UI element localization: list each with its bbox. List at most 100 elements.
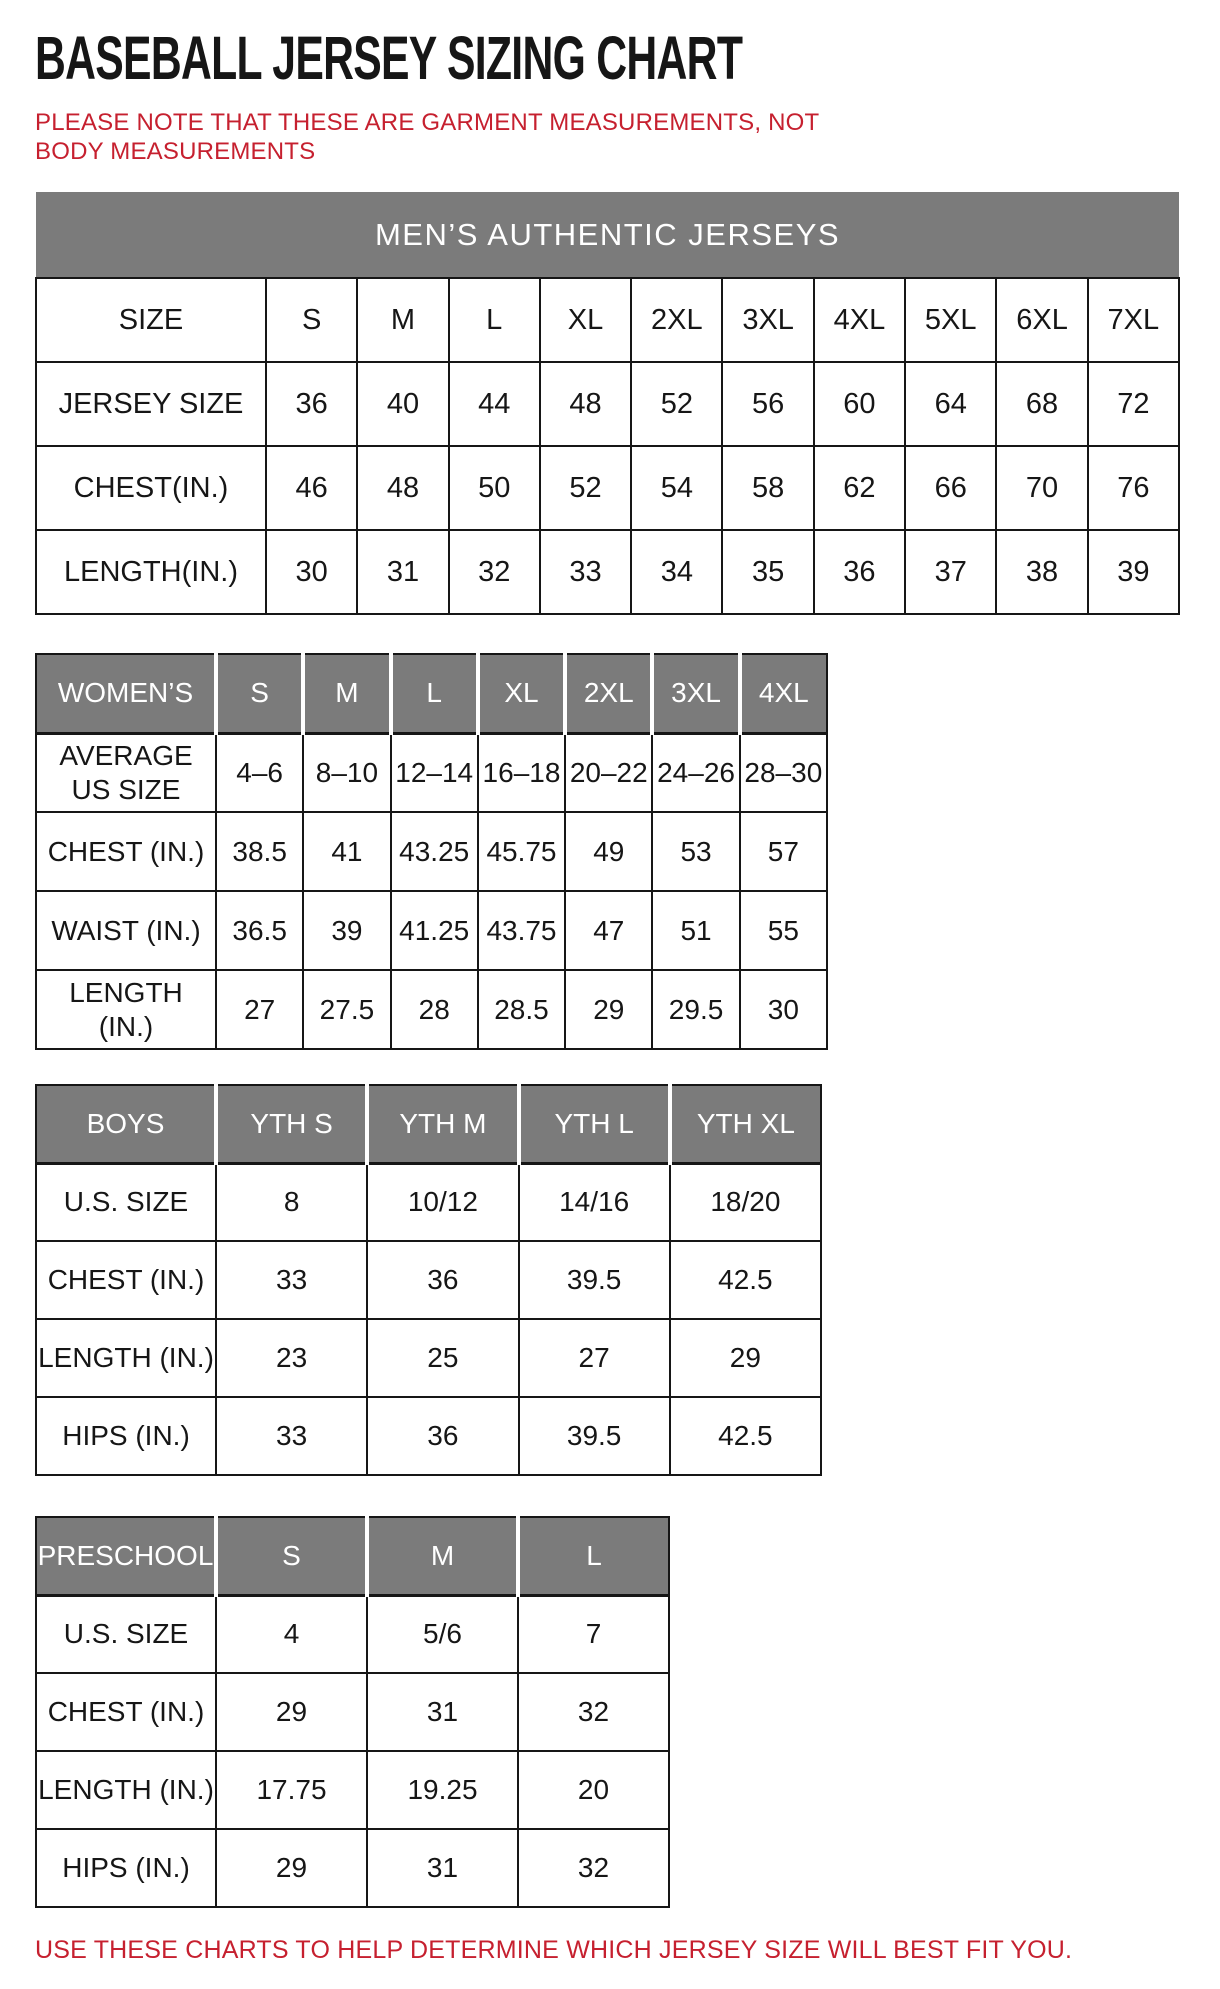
row-label: LENGTH (IN.) (35, 1750, 217, 1830)
table-cell: 60 (812, 361, 907, 447)
column-header: 2XL (563, 653, 655, 735)
column-header-row: WOMEN’S S M L XL 2XL 3XL 4XL (35, 653, 829, 735)
table-cell: 43.75 (476, 890, 567, 971)
table-cell: 42.5 (668, 1240, 823, 1320)
column-header: 4XL (737, 653, 829, 735)
table-cell: 44 (447, 361, 541, 447)
table-cell: 10/12 (366, 1162, 520, 1242)
garment-measurements-note: PLEASE NOTE THAT THESE ARE GARMENT MEASU… (35, 109, 819, 165)
column-header-row: BOYS YTH S YTH M YTH L YTH XL (35, 1084, 823, 1165)
table-row: CHEST (IN.) 38.5 41 43.25 45.75 49 53 57 (35, 811, 829, 892)
row-label: U.S. SIZE (35, 1162, 217, 1242)
table-title-cell: PRESCHOOL (35, 1516, 218, 1597)
table-cell: 42.5 (668, 1396, 823, 1476)
column-header: M (356, 277, 450, 363)
row-label: CHEST(IN.) (35, 445, 267, 531)
table-cell: 4–6 (214, 732, 305, 813)
table-row: LENGTH (IN.) 17.75 19.25 20 (35, 1750, 670, 1830)
column-header: 6XL (995, 277, 1089, 363)
page-title: BASEBALL JERSEY SIZING CHART (35, 28, 1220, 90)
row-label: LENGTH (IN.) (35, 969, 217, 1050)
row-label: WAIST (IN.) (35, 890, 217, 971)
table-cell: 66 (904, 445, 998, 531)
table-cell: 56 (721, 361, 815, 447)
table-cell: 45.75 (476, 811, 567, 892)
table-banner-row: MEN’S AUTHENTIC JERSEYS (36, 192, 1179, 278)
table-cell: 36 (812, 529, 907, 615)
table-cell: 70 (995, 445, 1089, 531)
table-cell: 36 (264, 361, 359, 447)
table-cell: 33 (214, 1396, 369, 1476)
table-cell: 41.25 (389, 890, 479, 971)
mens-sizing-table: MEN’S AUTHENTIC JERSEYS SIZE S M L XL 2XL 3XL 4X… (35, 192, 1181, 615)
row-label: CHEST (IN.) (35, 1672, 217, 1752)
table-cell: 35 (721, 529, 815, 615)
column-header-row: SIZE S M L XL 2XL 3XL 4XL 5XL 6XL 7XL (35, 277, 1181, 363)
table-cell: 57 (738, 811, 829, 892)
table-cell: 29 (564, 969, 654, 1050)
table-cell: 39 (1086, 529, 1181, 615)
table-cell: 39 (302, 890, 392, 971)
column-header: L (388, 653, 480, 735)
table-cell: 31 (366, 1672, 519, 1752)
table-cell: 33 (214, 1240, 369, 1320)
table-cell: 36 (366, 1240, 520, 1320)
row-label: JERSEY SIZE (35, 361, 267, 447)
table-title-cell: WOMEN’S (35, 653, 218, 735)
table-cell: 32 (517, 1672, 670, 1752)
table-cell: 14/16 (517, 1162, 671, 1242)
table-title-cell: SIZE (35, 277, 267, 363)
table-row: HIPS (IN.) 33 36 39.5 42.5 (35, 1396, 823, 1476)
table-cell: 36.5 (214, 890, 305, 971)
table-cell: 58 (721, 445, 815, 531)
table-cell: 49 (564, 811, 654, 892)
column-header: YTH M (365, 1084, 521, 1165)
column-header: 3XL (721, 277, 815, 363)
row-label: LENGTH (IN.) (35, 1318, 217, 1398)
row-label: CHEST (IN.) (35, 1240, 217, 1320)
column-header: M (301, 653, 393, 735)
table-cell: 20–22 (564, 732, 654, 813)
table-row: LENGTH (IN.) 27 27.5 28 28.5 29 29.5 30 (35, 969, 829, 1050)
table-cell: 38 (995, 529, 1089, 615)
table-row: AVERAGE US SIZE 4–6 8–10 12–14 16–18 20–22 24–… (35, 732, 829, 813)
table-row: HIPS (IN.) 29 31 32 (35, 1828, 670, 1908)
table-cell: 41 (302, 811, 392, 892)
boys-sizing-table: BOYS YTH S YTH M YTH L YTH XL U.S. SIZE 8 10/12… (35, 1084, 823, 1476)
table-cell: 28–30 (738, 732, 829, 813)
table-row: LENGTH(IN.) 30 31 32 33 34 35 36 37 38 39 (35, 529, 1181, 615)
table-cell: 27 (517, 1318, 671, 1398)
column-header: S (264, 277, 359, 363)
column-header: YTH S (213, 1084, 370, 1165)
column-header: L (447, 277, 541, 363)
table-cell: 62 (812, 445, 907, 531)
column-header: 7XL (1086, 277, 1181, 363)
table-cell: 8–10 (302, 732, 392, 813)
table-cell: 30 (738, 969, 829, 1050)
table-cell: 32 (447, 529, 541, 615)
table-cell: 29 (215, 1672, 368, 1752)
table-cell: 24–26 (651, 732, 741, 813)
table-row: CHEST (IN.) 29 31 32 (35, 1672, 670, 1752)
table-cell: 16–18 (476, 732, 567, 813)
table-row: U.S. SIZE 4 5/6 7 (35, 1594, 670, 1674)
column-header: XL (475, 653, 568, 735)
table-cell: 31 (366, 1828, 519, 1908)
column-header: YTH XL (667, 1084, 823, 1165)
row-label: LENGTH(IN.) (35, 529, 267, 615)
table-cell: 55 (738, 890, 829, 971)
table-cell: 43.25 (389, 811, 479, 892)
column-header: L (516, 1516, 670, 1597)
table-row: JERSEY SIZE 36 40 44 48 52 56 60 64 68 72 (35, 361, 1181, 447)
table-row: WAIST (IN.) 36.5 39 41.25 43.75 47 51 55 (35, 890, 829, 971)
table-row: CHEST(IN.) 46 48 50 52 54 58 62 66 70 76 (35, 445, 1181, 531)
table-cell: 48 (538, 361, 633, 447)
table-cell: 27 (214, 969, 305, 1050)
table-cell: 54 (630, 445, 724, 531)
column-header: 4XL (812, 277, 907, 363)
table-cell: 25 (366, 1318, 520, 1398)
table-cell: 64 (904, 361, 998, 447)
column-header: YTH L (516, 1084, 672, 1165)
column-header: S (213, 653, 306, 735)
table-cell: 7 (517, 1594, 670, 1674)
